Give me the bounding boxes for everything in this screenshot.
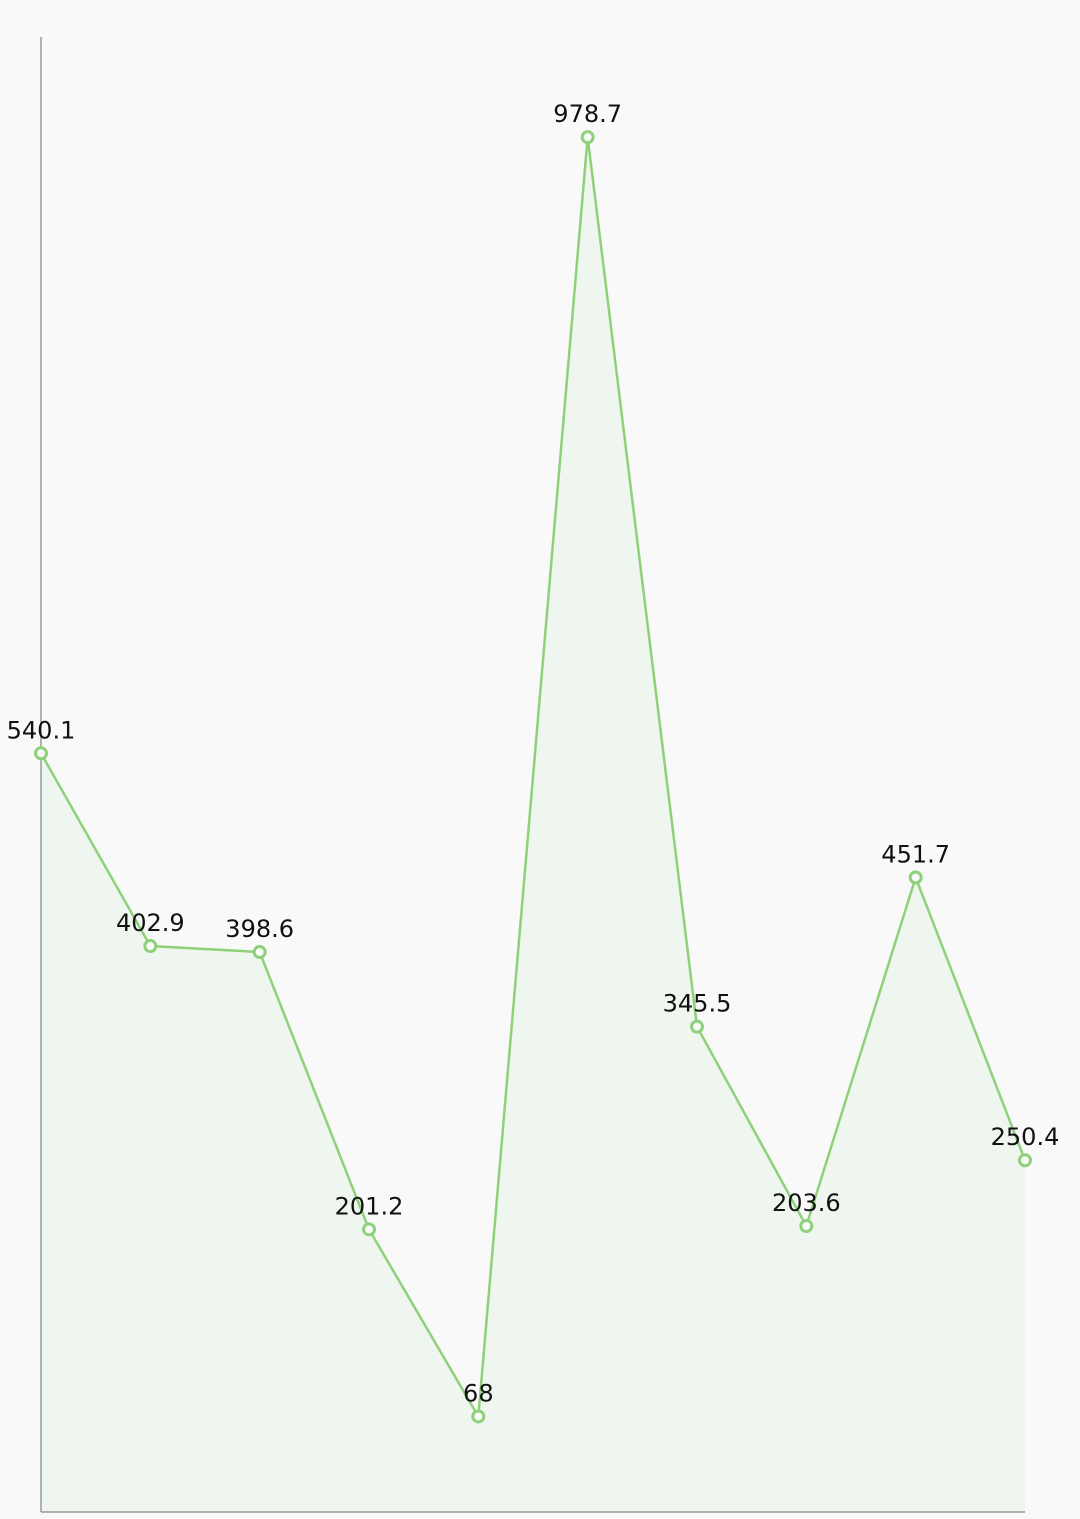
data-point [908,870,923,885]
data-point [362,1222,376,1237]
data-label: 345.5 [663,990,732,1018]
data-point [690,1019,704,1034]
data-point [34,746,48,761]
data-label: 201.2 [335,1192,404,1220]
label-layer: 540.1 402.9 398.6 201.2 68 978.7 345.5 203.6 451… [7,100,1060,1407]
series-line [39,137,1027,1421]
data-label: 398.6 [225,915,294,943]
data-point [580,130,595,145]
data-label: 203.6 [772,1189,841,1217]
data-point [143,939,158,954]
area-layer [41,137,1025,1512]
data-point [1018,1153,1032,1168]
data-point [471,1409,486,1424]
line-layer [39,137,1027,1421]
data-point [799,1218,814,1233]
data-label: 250.4 [991,1123,1060,1151]
data-label: 451.7 [881,840,950,868]
series-area-fill [41,137,1025,1512]
data-label: 978.7 [553,100,622,128]
point-layer [34,130,1032,1424]
data-label: 540.1 [7,716,76,744]
data-label: 402.9 [116,909,185,937]
data-point [252,945,267,960]
data-label: 68 [463,1379,494,1407]
